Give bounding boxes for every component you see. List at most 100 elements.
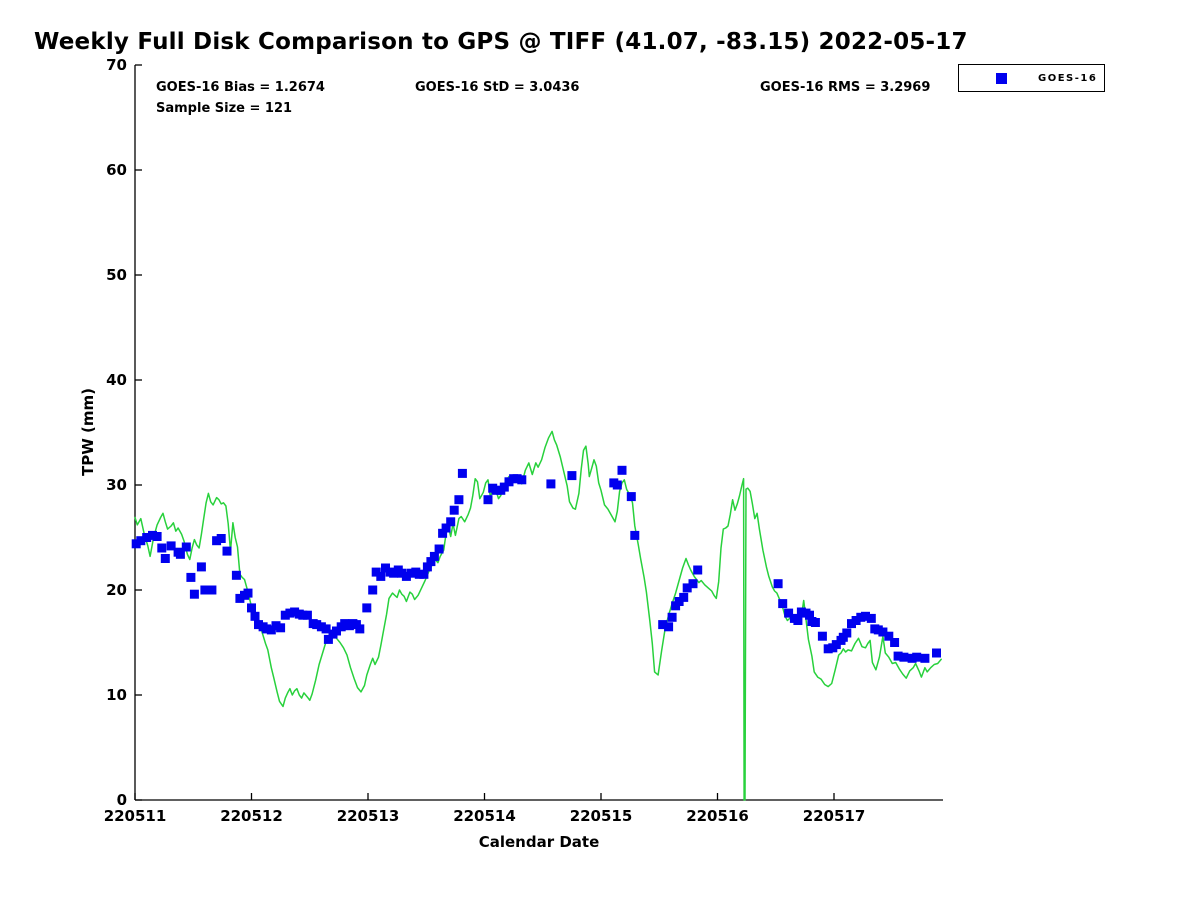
goes16-data-marker xyxy=(630,530,640,540)
goes16-data-marker xyxy=(873,625,883,635)
stat-bias: GOES-16 Bias = 1.2674 xyxy=(156,80,325,95)
goes16-data-marker xyxy=(856,612,866,622)
x-tick-label: 220515 xyxy=(569,807,633,825)
goes16-data-marker xyxy=(376,571,386,581)
goes16-data-marker xyxy=(920,653,930,663)
goes16-data-marker xyxy=(414,569,424,579)
goes16-data-marker xyxy=(890,638,900,647)
goes16-data-marker xyxy=(441,523,451,533)
goes16-data-marker xyxy=(679,592,689,602)
goes16-data-marker xyxy=(454,495,464,505)
goes16-data-marker xyxy=(847,619,856,629)
goes16-data-marker xyxy=(674,597,684,606)
goes16-data-marker xyxy=(332,626,341,636)
goes16-data-marker xyxy=(899,652,909,662)
goes16-data-marker xyxy=(254,620,263,630)
goes16-data-marker xyxy=(517,475,527,485)
goes16-data-marker xyxy=(884,631,894,641)
goes16-data-marker xyxy=(851,616,861,625)
y-tick-label: 70 xyxy=(106,56,127,74)
goes16-data-marker xyxy=(693,565,703,575)
goes16-data-marker xyxy=(186,572,196,582)
goes16-data-marker xyxy=(362,603,372,613)
goes16-data-marker xyxy=(861,611,870,621)
x-tick-label: 220514 xyxy=(453,807,516,825)
goes16-data-marker xyxy=(491,485,501,495)
x-axis-label: Calendar Date xyxy=(478,833,600,851)
legend-box: GOES-16 xyxy=(958,64,1105,92)
goes16-data-marker xyxy=(664,622,674,632)
goes16-data-marker xyxy=(446,517,456,527)
goes16-data-marker xyxy=(504,477,514,487)
goes16-data-marker xyxy=(434,544,444,554)
goes16-data-marker xyxy=(831,640,841,650)
y-tick-label: 30 xyxy=(106,476,127,494)
stat-std: GOES-16 StD = 3.0436 xyxy=(415,80,580,95)
y-tick-label: 0 xyxy=(116,791,127,809)
goes16-data-marker xyxy=(512,474,522,484)
goes16-data-marker xyxy=(142,533,152,542)
goes16-data-marker xyxy=(823,644,833,654)
goes16-data-marker xyxy=(247,603,256,613)
goes16-data-marker xyxy=(893,651,903,661)
goes16-data-marker xyxy=(429,551,439,561)
goes16-data-marker xyxy=(262,624,272,634)
goes16-square-marker-icon xyxy=(996,72,1007,84)
goes16-data-marker xyxy=(438,528,448,538)
goes16-data-marker xyxy=(302,610,312,620)
goes16-data-marker xyxy=(231,570,241,580)
goes16-data-marker xyxy=(805,610,814,620)
y-tick-label: 40 xyxy=(106,371,127,389)
goes16-data-marker xyxy=(457,468,467,478)
goes16-data-marker xyxy=(312,620,322,630)
x-tick-label: 220517 xyxy=(802,807,866,825)
goes16-data-marker xyxy=(817,631,827,641)
y-tick-label: 60 xyxy=(106,161,127,179)
goes16-data-marker xyxy=(207,585,217,595)
goes16-data-marker xyxy=(778,599,788,609)
goes16-data-marker xyxy=(266,625,276,635)
goes16-data-marker xyxy=(784,608,794,618)
goes16-data-marker xyxy=(422,562,432,572)
goes16-data-marker xyxy=(323,634,333,644)
goes16-data-marker xyxy=(321,624,331,634)
goes16-data-marker xyxy=(617,465,627,475)
stat-sample-size: Sample Size = 121 xyxy=(156,101,293,116)
goes16-data-marker xyxy=(160,554,170,563)
goes16-data-marker xyxy=(912,652,922,662)
goes16-data-marker xyxy=(175,549,185,559)
y-axis-label: TPW (mm) xyxy=(79,388,97,476)
goes16-data-marker xyxy=(419,569,429,579)
goes16-data-marker xyxy=(131,539,141,549)
y-tick-label: 20 xyxy=(106,581,127,599)
goes16-data-marker xyxy=(612,480,622,490)
goes16-data-marker xyxy=(658,620,668,630)
goes16-data-marker xyxy=(355,624,365,634)
goes16-data-marker xyxy=(152,532,162,541)
goes16-data-marker xyxy=(200,585,210,595)
goes16-data-marker xyxy=(426,557,436,567)
goes16-data-marker xyxy=(368,585,378,595)
goes16-data-marker xyxy=(842,628,852,638)
goes16-data-marker xyxy=(688,579,698,589)
x-tick-label: 220511 xyxy=(103,807,167,825)
x-tick-label: 220512 xyxy=(220,807,283,825)
goes16-data-marker xyxy=(793,616,803,625)
goes16-data-marker xyxy=(389,568,399,578)
goes16-data-marker xyxy=(189,589,199,599)
legend-label: GOES-16 xyxy=(1038,72,1098,84)
goes16-data-marker xyxy=(136,536,146,546)
goes16-data-marker xyxy=(866,613,876,623)
goes16-data-marker xyxy=(216,534,226,543)
goes16-data-marker xyxy=(166,541,176,551)
goes16-data-marker xyxy=(773,579,783,589)
goes16-data-marker xyxy=(381,563,390,573)
goes16-data-marker xyxy=(449,505,459,515)
goes16-data-marker xyxy=(340,619,350,629)
goes16-data-marker xyxy=(243,588,253,598)
goes16-data-marker xyxy=(499,482,509,492)
goes16-data-marker xyxy=(157,543,167,553)
goes16-data-marker xyxy=(878,627,888,637)
